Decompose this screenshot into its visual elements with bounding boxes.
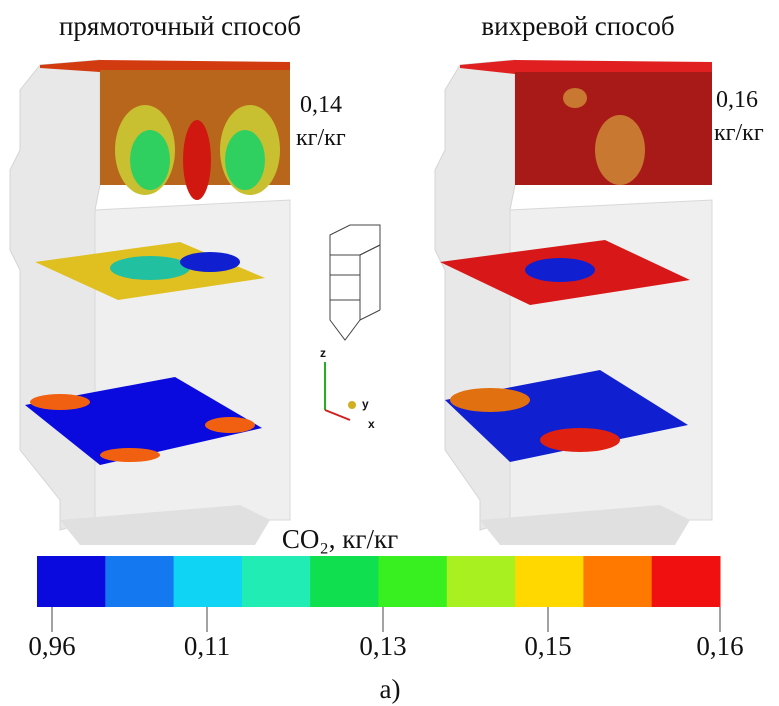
colorbar: 0,96 0,11 0,13 0,15 0,16 — [28, 556, 744, 661]
furnace-icon — [329, 224, 381, 341]
contour — [110, 256, 190, 280]
colorbar-bin — [173, 556, 243, 607]
axis-label: z — [320, 346, 326, 360]
colorbar-tick-label: 0,13 — [359, 631, 406, 661]
colorbar-bin — [310, 556, 379, 607]
panel-unit: кг/кг — [714, 120, 764, 146]
contour — [450, 388, 530, 412]
contour — [100, 448, 160, 462]
colorbar-bin — [446, 556, 516, 607]
furnace-bottom — [480, 505, 690, 545]
furnace-shell — [434, 59, 516, 531]
colorbar-bin — [583, 556, 653, 607]
contour — [30, 394, 90, 410]
colorbar-bin — [515, 556, 584, 607]
contour — [540, 428, 620, 452]
colorbar-tick-label: 0,96 — [28, 631, 75, 661]
colorbar-bin — [651, 556, 721, 607]
contour — [130, 130, 170, 190]
furnace-bottom — [60, 505, 270, 545]
colorbar-bin — [105, 556, 175, 607]
contour — [595, 115, 645, 185]
contour — [525, 258, 595, 282]
axes-triad: z y x — [320, 346, 375, 431]
colorbar-title: CO₂, кг/кг — [282, 524, 398, 554]
panel-value: 0,14 — [300, 92, 342, 118]
top-face — [460, 60, 712, 74]
panel-unit: кг/кг — [296, 125, 346, 151]
panel-title: вихревой способ — [481, 11, 674, 41]
contour — [225, 130, 265, 190]
colorbar-tick-label: 0,15 — [524, 631, 571, 661]
colorbar-bin — [241, 556, 311, 607]
contour — [563, 88, 587, 108]
panel-value: 0,16 — [716, 87, 758, 113]
furnace-shell — [9, 59, 101, 531]
colorbar-tick-label: 0,11 — [184, 631, 230, 661]
colorbar-bin — [378, 556, 448, 607]
contour — [205, 417, 255, 433]
axis-label: y — [362, 397, 369, 411]
colorbar-tick-label: 0,16 — [696, 631, 743, 661]
right-furnace — [434, 59, 713, 545]
panel-title: прямоточный способ — [59, 11, 301, 41]
left-furnace — [9, 59, 291, 545]
colorbar-bin — [37, 556, 106, 607]
caption: а) — [380, 674, 401, 704]
contour — [180, 252, 240, 272]
contour — [183, 120, 211, 200]
axis-label: x — [368, 417, 375, 431]
top-face — [40, 60, 290, 72]
